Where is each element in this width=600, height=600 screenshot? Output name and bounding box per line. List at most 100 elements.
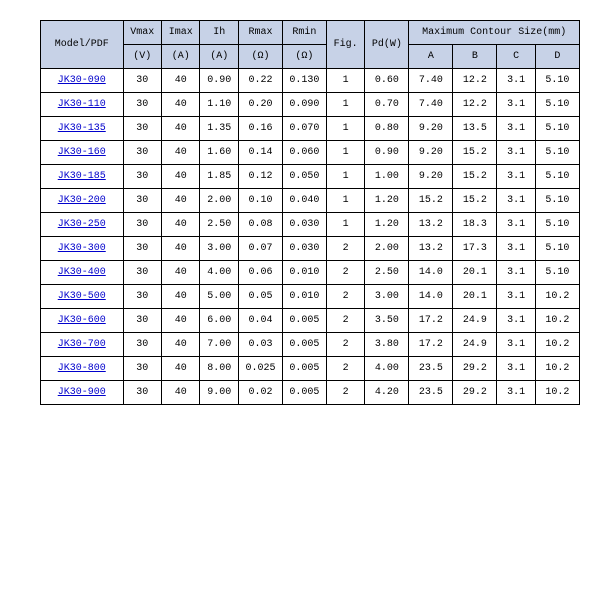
cell-fig: 2 bbox=[326, 357, 364, 381]
cell-rmin: 0.010 bbox=[282, 261, 326, 285]
cell-ih: 1.35 bbox=[200, 117, 238, 141]
cell-vmax: 30 bbox=[123, 213, 161, 237]
col-rmax: Rmax bbox=[238, 21, 282, 45]
table-row: JK30-90030409.000.020.00524.2023.529.23.… bbox=[41, 381, 580, 405]
model-link[interactable]: JK30-800 bbox=[41, 357, 124, 381]
cell-ih: 2.00 bbox=[200, 189, 238, 213]
col-b: B bbox=[453, 45, 497, 69]
model-link[interactable]: JK30-160 bbox=[41, 141, 124, 165]
cell-rmax: 0.20 bbox=[238, 93, 282, 117]
cell-fig: 1 bbox=[326, 141, 364, 165]
cell-imax: 40 bbox=[161, 357, 199, 381]
cell-fig: 1 bbox=[326, 93, 364, 117]
cell-fig: 1 bbox=[326, 69, 364, 93]
model-link[interactable]: JK30-600 bbox=[41, 309, 124, 333]
cell-rmax: 0.07 bbox=[238, 237, 282, 261]
model-link[interactable]: JK30-200 bbox=[41, 189, 124, 213]
cell-pd: 4.00 bbox=[365, 357, 409, 381]
cell-a: 7.40 bbox=[409, 93, 453, 117]
cell-c: 3.1 bbox=[497, 141, 535, 165]
cell-fig: 2 bbox=[326, 333, 364, 357]
cell-pd: 3.80 bbox=[365, 333, 409, 357]
cell-a: 9.20 bbox=[409, 165, 453, 189]
cell-c: 3.1 bbox=[497, 333, 535, 357]
cell-a: 14.0 bbox=[409, 285, 453, 309]
cell-imax: 40 bbox=[161, 309, 199, 333]
cell-b: 15.2 bbox=[453, 189, 497, 213]
table-row: JK30-16030401.600.140.06010.909.2015.23.… bbox=[41, 141, 580, 165]
cell-imax: 40 bbox=[161, 261, 199, 285]
cell-fig: 2 bbox=[326, 261, 364, 285]
cell-rmin: 0.005 bbox=[282, 381, 326, 405]
cell-a: 15.2 bbox=[409, 189, 453, 213]
model-link[interactable]: JK30-135 bbox=[41, 117, 124, 141]
cell-rmin: 0.090 bbox=[282, 93, 326, 117]
cell-c: 3.1 bbox=[497, 165, 535, 189]
cell-fig: 2 bbox=[326, 381, 364, 405]
col-d: D bbox=[535, 45, 579, 69]
cell-pd: 1.20 bbox=[365, 213, 409, 237]
cell-rmax: 0.16 bbox=[238, 117, 282, 141]
table-row: JK30-30030403.000.070.03022.0013.217.33.… bbox=[41, 237, 580, 261]
cell-ih: 3.00 bbox=[200, 237, 238, 261]
table-row: JK30-13530401.350.160.07010.809.2013.53.… bbox=[41, 117, 580, 141]
cell-b: 12.2 bbox=[453, 93, 497, 117]
cell-ih: 6.00 bbox=[200, 309, 238, 333]
col-model: Model/PDF bbox=[41, 21, 124, 69]
cell-rmin: 0.010 bbox=[282, 285, 326, 309]
col-rmin: Rmin bbox=[282, 21, 326, 45]
model-link[interactable]: JK30-185 bbox=[41, 165, 124, 189]
cell-ih: 0.90 bbox=[200, 69, 238, 93]
table-row: JK30-80030408.000.0250.00524.0023.529.23… bbox=[41, 357, 580, 381]
cell-vmax: 30 bbox=[123, 117, 161, 141]
cell-c: 3.1 bbox=[497, 69, 535, 93]
cell-imax: 40 bbox=[161, 165, 199, 189]
model-link[interactable]: JK30-700 bbox=[41, 333, 124, 357]
cell-rmin: 0.070 bbox=[282, 117, 326, 141]
cell-b: 15.2 bbox=[453, 165, 497, 189]
cell-rmax: 0.08 bbox=[238, 213, 282, 237]
model-link[interactable]: JK30-900 bbox=[41, 381, 124, 405]
model-link[interactable]: JK30-300 bbox=[41, 237, 124, 261]
cell-c: 3.1 bbox=[497, 309, 535, 333]
model-link[interactable]: JK30-500 bbox=[41, 285, 124, 309]
cell-pd: 0.70 bbox=[365, 93, 409, 117]
cell-fig: 1 bbox=[326, 165, 364, 189]
cell-imax: 40 bbox=[161, 285, 199, 309]
cell-d: 10.2 bbox=[535, 285, 579, 309]
cell-vmax: 30 bbox=[123, 189, 161, 213]
cell-c: 3.1 bbox=[497, 285, 535, 309]
cell-d: 5.10 bbox=[535, 237, 579, 261]
cell-d: 5.10 bbox=[535, 213, 579, 237]
cell-vmax: 30 bbox=[123, 237, 161, 261]
cell-d: 5.10 bbox=[535, 93, 579, 117]
cell-ih: 1.10 bbox=[200, 93, 238, 117]
cell-rmin: 0.130 bbox=[282, 69, 326, 93]
cell-pd: 0.80 bbox=[365, 117, 409, 141]
model-link[interactable]: JK30-250 bbox=[41, 213, 124, 237]
model-link[interactable]: JK30-110 bbox=[41, 93, 124, 117]
col-a: A bbox=[409, 45, 453, 69]
cell-pd: 0.60 bbox=[365, 69, 409, 93]
cell-vmax: 30 bbox=[123, 285, 161, 309]
cell-ih: 1.60 bbox=[200, 141, 238, 165]
model-link[interactable]: JK30-090 bbox=[41, 69, 124, 93]
cell-c: 3.1 bbox=[497, 213, 535, 237]
cell-fig: 1 bbox=[326, 117, 364, 141]
cell-d: 10.2 bbox=[535, 333, 579, 357]
cell-a: 23.5 bbox=[409, 381, 453, 405]
table-row: JK30-50030405.000.050.01023.0014.020.13.… bbox=[41, 285, 580, 309]
cell-b: 24.9 bbox=[453, 333, 497, 357]
cell-vmax: 30 bbox=[123, 333, 161, 357]
cell-a: 13.2 bbox=[409, 213, 453, 237]
cell-ih: 7.00 bbox=[200, 333, 238, 357]
cell-fig: 2 bbox=[326, 285, 364, 309]
table-row: JK30-60030406.000.040.00523.5017.224.93.… bbox=[41, 309, 580, 333]
col-pd: Pd(W) bbox=[365, 21, 409, 69]
cell-pd: 3.00 bbox=[365, 285, 409, 309]
cell-imax: 40 bbox=[161, 69, 199, 93]
cell-b: 20.1 bbox=[453, 285, 497, 309]
model-link[interactable]: JK30-400 bbox=[41, 261, 124, 285]
cell-pd: 4.20 bbox=[365, 381, 409, 405]
cell-rmax: 0.02 bbox=[238, 381, 282, 405]
